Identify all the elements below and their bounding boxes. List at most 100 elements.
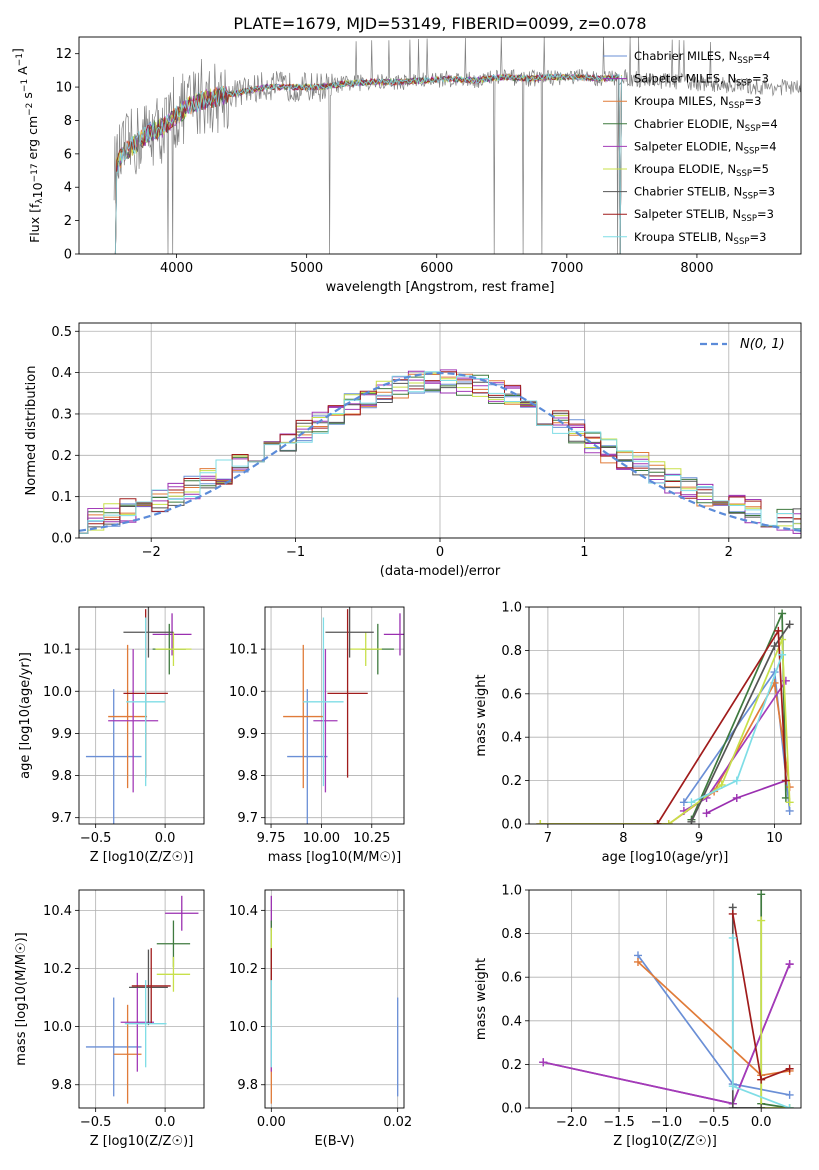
tick-label-y: 0.8 [501,644,522,659]
legend-label: Kroupa STELIB, NSSP=3 [634,230,766,247]
weight-marker [781,793,790,802]
tick-label-y: 9.8 [237,769,258,784]
weight-marker [785,806,794,815]
weight-marker [785,1064,794,1073]
tick-label-x: 4000 [160,261,193,276]
tick-label-x: 10.00 [303,831,340,846]
ylabel-part: Flux [f [27,203,42,243]
weight-line [656,628,787,824]
weight-marker [785,960,794,969]
tick-label-y: 0 [64,248,72,263]
ylabel-part: s [20,92,35,103]
weight-marker [781,776,790,785]
ylabel-part: −17 [30,163,40,182]
tick-label-y: 0.0 [501,818,522,833]
plot-area [529,890,801,1108]
weight-marker [702,809,711,818]
tick-label-y: 9.8 [51,1078,72,1093]
tick-label-x: 8000 [680,261,713,276]
histogram-step [79,369,801,534]
axes-frame [264,606,405,825]
legend-label: Chabrier ELODIE, NSSP=4 [634,117,778,134]
histogram-step [79,381,801,534]
legend-sub: SSP [736,79,752,89]
weight-marker [687,817,696,824]
ylabel-part: A [15,66,30,79]
weight-marker [785,620,794,629]
tick-label-y: 0.2 [51,449,72,464]
tick-label-y: 9.8 [237,1078,258,1093]
weight-marker [728,909,737,918]
plot-area [79,607,204,824]
tick-label-y: 12 [55,47,72,62]
plot-area [113,37,801,254]
weight-marker [728,933,737,942]
legend-label: Salpeter STELIB, NSSP=3 [634,207,774,224]
tick-label-y: 0.6 [501,971,522,986]
tick-label-x: 0.0 [155,831,176,846]
tick-label-x: 6000 [420,261,453,276]
weight-marker [785,798,794,807]
weight-marker [539,1058,548,1067]
tick-label-x: 7 [544,831,552,846]
plot-area [529,607,801,824]
xlabel: age [log10(age/yr)] [602,850,729,865]
legend-name: Chabrier MILES, N [634,49,737,63]
tick-label-x: 8 [619,831,627,846]
spectrum-model-line [114,73,622,254]
legend-name: Salpeter STELIB, N [634,207,741,221]
tick-label-x: 9 [695,831,703,846]
tick-label-x: 10 [766,831,783,846]
tick-label-y: 1.0 [501,884,522,899]
weight-marker [536,820,545,824]
ylabel-part: λ [35,198,45,204]
tick-label-y: 0.4 [501,731,522,746]
axes-age_vs_mass: 9.75 10.00 10.25 9.7 9.8 9.9 10.0 10.1 mass [log… [229,606,405,865]
weight-line [690,613,787,821]
histogram-step [79,371,801,534]
weight-marker [770,642,779,651]
ylabel-part: −2 [25,103,35,116]
tick-label-y: 9.9 [51,727,72,742]
weight-marker [687,798,696,807]
legend-label: N(0, 1) [740,337,785,352]
weight-marker [774,626,783,635]
histogram-step [79,374,801,534]
axes-massweight_vs_Z: −2.0 −1.5 −1.0 −0.5 0.0 0.0 0.2 0.4 0.6 0.8 1.0 Z [… [474,884,802,1149]
tick-label-y: 10.4 [43,904,72,919]
legend-name: Kroupa STELIB, N [634,230,734,244]
tick-label-x: −0.5 [80,831,112,846]
weight-marker [757,1075,766,1084]
tick-label-y: 0.0 [51,532,72,547]
tick-label-y: 8 [64,114,72,129]
legend-tail: =4 [760,139,777,153]
tick-label-y: 10.0 [229,1020,258,1035]
legend-sub: SSP [734,237,750,247]
tick-label-x: 0.0 [751,1115,772,1130]
ylabel: mass weight [474,958,489,1040]
xlabel: (data-model)/error [380,564,501,579]
tick-label-x: 2 [725,545,733,560]
legend-name: Salpeter ELODIE, N [634,139,744,153]
tick-label-x: −2 [142,545,161,560]
spectrum-model-line [114,73,622,254]
ylabel-part: 10 [30,182,45,198]
weight-marker [728,1104,737,1108]
tick-label-y: 10 [55,81,72,96]
histogram-step [79,370,801,534]
plot-area [79,890,204,1108]
legend-name: Chabrier STELIB, N [634,185,742,199]
legend-sub: SSP [737,56,753,66]
axes-frame [78,606,205,825]
tick-label-x: 0.0 [155,1115,176,1130]
tick-label-x: 10.25 [353,831,390,846]
legend-label: Kroupa ELODIE, NSSP=5 [634,162,769,179]
tick-label-x: −2.0 [556,1115,588,1130]
tick-label-y: 10.0 [43,1020,72,1035]
weight-marker [778,650,787,659]
legend-label: Chabrier MILES, NSSP=4 [634,49,770,66]
weight-line [760,920,790,1108]
tick-label-y: 0.5 [51,325,72,340]
